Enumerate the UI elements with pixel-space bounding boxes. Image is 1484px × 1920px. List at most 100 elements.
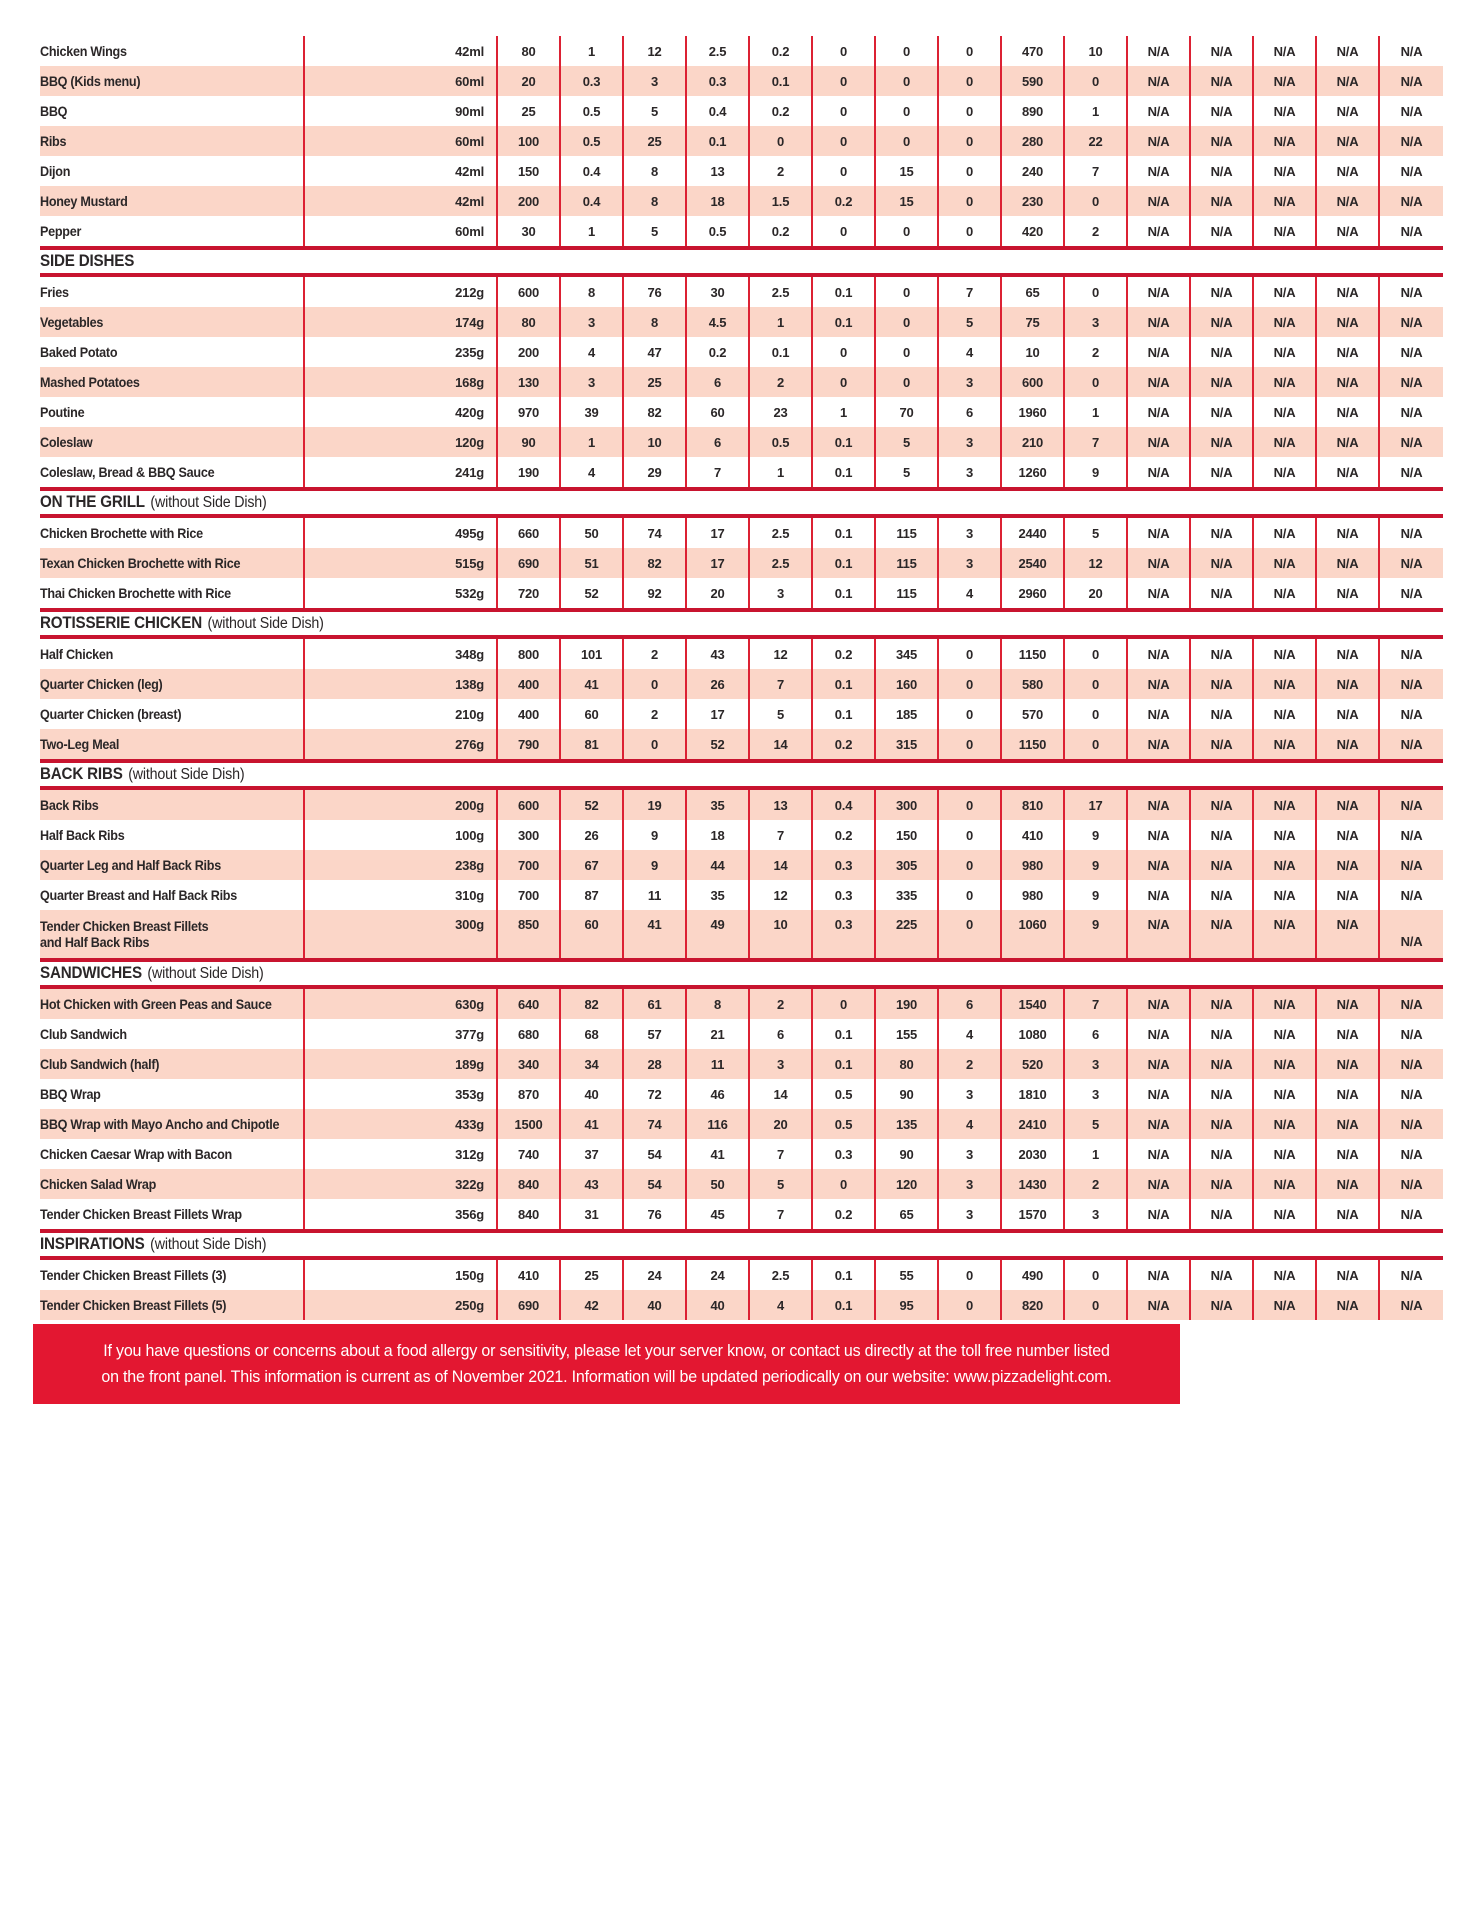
value-cell: 0.2 bbox=[813, 639, 876, 669]
value-cell: 60 bbox=[561, 699, 624, 729]
na-cell: N/A bbox=[1400, 103, 1423, 119]
value-cell: 0 bbox=[939, 96, 1002, 126]
value-cell: 50 bbox=[687, 1169, 750, 1199]
na-cell: N/A bbox=[1400, 555, 1423, 571]
value-cell: 680 bbox=[498, 1019, 561, 1049]
value-cell: 65 bbox=[1002, 277, 1065, 307]
value-cell: 52 bbox=[561, 790, 624, 820]
na-cell: N/A bbox=[1317, 457, 1380, 487]
na-cell: N/A bbox=[1128, 367, 1191, 397]
value-cell: 0 bbox=[1065, 669, 1128, 699]
na-cell: N/A bbox=[1254, 1169, 1317, 1199]
value-cell: 305 bbox=[876, 850, 939, 880]
na-cell: N/A bbox=[1254, 126, 1317, 156]
row-name-cell: Club Sandwich bbox=[40, 1019, 305, 1049]
value-cell: 18 bbox=[687, 820, 750, 850]
row-name-line2: and Half Back Ribs bbox=[40, 934, 150, 950]
value-cell: 40 bbox=[624, 1290, 687, 1320]
value-cell: 0 bbox=[939, 216, 1002, 246]
na-cell: N/A bbox=[1317, 96, 1380, 126]
value-cell: 0 bbox=[1065, 367, 1128, 397]
na-cell: N/A bbox=[1317, 880, 1380, 910]
section-header: SANDWICHES (without Side Dish) bbox=[40, 958, 1443, 989]
value-cell: 200 bbox=[498, 186, 561, 216]
row-name-cell: Tender Chicken Breast Fillets Wrap bbox=[40, 1199, 305, 1229]
na-cell: N/A bbox=[1254, 66, 1317, 96]
section-header-text: SIDE DISHES bbox=[40, 252, 134, 271]
value-cell: 0 bbox=[876, 337, 939, 367]
value-cell: 0.1 bbox=[750, 66, 813, 96]
value-cell: 6 bbox=[687, 427, 750, 457]
value-cell: 24 bbox=[687, 1260, 750, 1290]
row-name-cell: Quarter Chicken (breast) bbox=[40, 699, 305, 729]
row-name-cell: Vegetables bbox=[40, 307, 305, 337]
table-row: Coleslaw 120g 90 1 10 6 0.5 0.1 5 3 210 7 N/A N/A N/A N… bbox=[40, 427, 1443, 457]
value-cell: 1570 bbox=[1002, 1199, 1065, 1229]
value-cell: 970 bbox=[498, 397, 561, 427]
na-cell: N/A bbox=[1254, 397, 1317, 427]
value-cell: 2960 bbox=[1002, 578, 1065, 608]
serving-cell: 60ml bbox=[305, 66, 498, 96]
value-cell: 9 bbox=[1065, 910, 1128, 958]
value-cell: 15 bbox=[876, 186, 939, 216]
serving-cell: 60ml bbox=[305, 126, 498, 156]
value-cell: 54 bbox=[624, 1169, 687, 1199]
na-cell: N/A bbox=[1400, 434, 1423, 450]
value-cell: 1430 bbox=[1002, 1169, 1065, 1199]
value-cell: 26 bbox=[561, 820, 624, 850]
value-cell: 52 bbox=[687, 729, 750, 759]
row-name-cell: Coleslaw bbox=[40, 427, 305, 457]
na-cell: N/A bbox=[1128, 1260, 1191, 1290]
table-row: Pepper 60ml 30 1 5 0.5 0.2 0 0 0 420 2 N/A N/A N/A N/A N… bbox=[40, 216, 1443, 246]
na-cell: N/A bbox=[1128, 216, 1191, 246]
value-cell: 18 bbox=[687, 186, 750, 216]
value-cell: 41 bbox=[624, 910, 687, 958]
na-cell: N/A bbox=[1400, 314, 1423, 330]
na-cell: N/A bbox=[1400, 1056, 1423, 1072]
value-cell: 660 bbox=[498, 518, 561, 548]
row-name: Chicken Caesar Wrap with Bacon bbox=[40, 1146, 232, 1162]
value-cell: 116 bbox=[687, 1109, 750, 1139]
value-cell: 0.1 bbox=[813, 669, 876, 699]
value-cell: 50 bbox=[561, 518, 624, 548]
value-cell: 82 bbox=[624, 397, 687, 427]
table-row: Fries 212g 600 8 76 30 2.5 0.1 0 7 65 0 N/A N/A N/A N/A… bbox=[40, 277, 1443, 307]
row-name-cell: Fries bbox=[40, 277, 305, 307]
table-row: Quarter Chicken (leg) 138g 400 41 0 26 7 0.1 160… bbox=[40, 669, 1443, 699]
na-cell: N/A bbox=[1254, 850, 1317, 880]
value-cell: 300 bbox=[498, 820, 561, 850]
na-cell: N/A bbox=[1317, 699, 1380, 729]
na-cell: N/A bbox=[1400, 133, 1423, 149]
value-cell: 0.3 bbox=[561, 66, 624, 96]
table-row: Chicken Salad Wrap 322g 840 43 54 50 5 0 120 3 143… bbox=[40, 1169, 1443, 1199]
value-cell: 300 bbox=[876, 790, 939, 820]
row-name-cell: Honey Mustard bbox=[40, 186, 305, 216]
value-cell: 3 bbox=[939, 367, 1002, 397]
value-cell: 22 bbox=[1065, 126, 1128, 156]
value-cell: 0 bbox=[939, 156, 1002, 186]
value-cell: 101 bbox=[561, 639, 624, 669]
value-cell: 0 bbox=[876, 96, 939, 126]
value-cell: 3 bbox=[1065, 1199, 1128, 1229]
value-cell: 345 bbox=[876, 639, 939, 669]
table-row: Half Back Ribs 100g 300 26 9 18 7 0.2 150 0 410 9 N/… bbox=[40, 820, 1443, 850]
na-cell: N/A bbox=[1128, 1199, 1191, 1229]
na-cell: N/A bbox=[1400, 464, 1423, 480]
value-cell: 3 bbox=[939, 457, 1002, 487]
value-cell: 700 bbox=[498, 880, 561, 910]
value-cell: 690 bbox=[498, 1290, 561, 1320]
na-cell: N/A bbox=[1317, 1079, 1380, 1109]
value-cell: 410 bbox=[498, 1260, 561, 1290]
value-cell: 200 bbox=[498, 337, 561, 367]
value-cell: 8 bbox=[687, 989, 750, 1019]
value-cell: 980 bbox=[1002, 850, 1065, 880]
na-cell: N/A bbox=[1254, 699, 1317, 729]
value-cell: 1060 bbox=[1002, 910, 1065, 958]
value-cell: 20 bbox=[1065, 578, 1128, 608]
row-name: BBQ bbox=[40, 103, 68, 119]
na-cell: N/A bbox=[1128, 639, 1191, 669]
value-cell: 0.4 bbox=[561, 156, 624, 186]
value-cell: 15 bbox=[876, 156, 939, 186]
na-cell: N/A bbox=[1317, 548, 1380, 578]
